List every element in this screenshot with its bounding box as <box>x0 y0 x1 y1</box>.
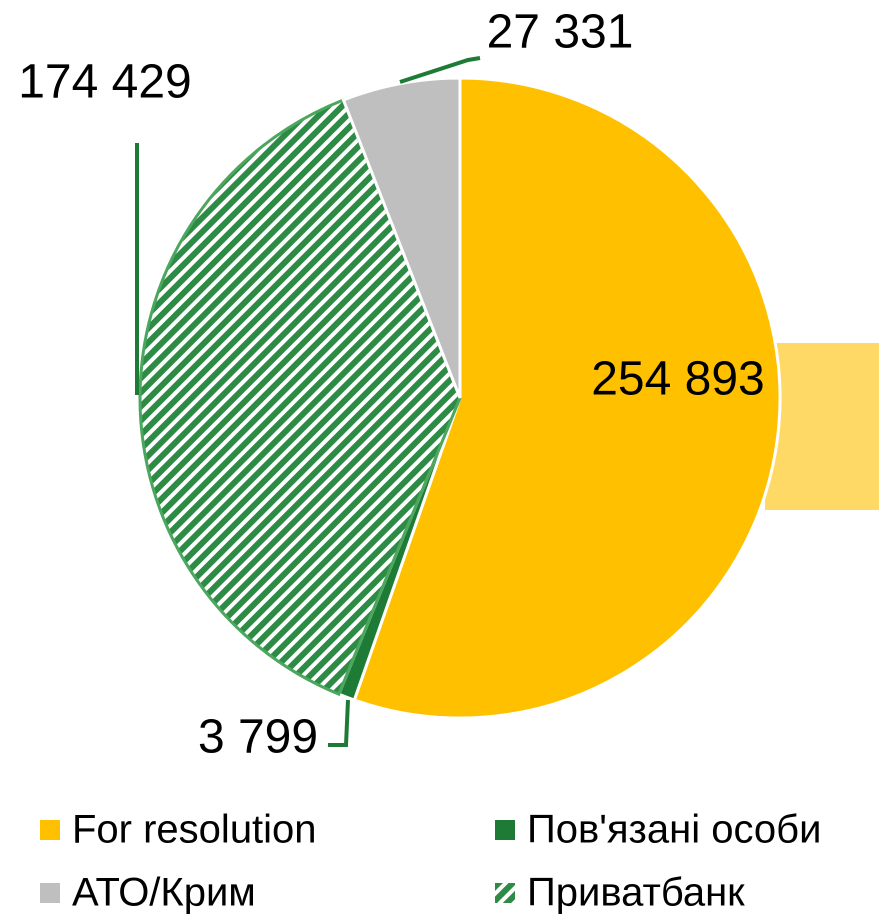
leader-line <box>328 699 350 747</box>
label-box <box>765 343 879 510</box>
data-label: 27 331 <box>487 6 634 59</box>
legend: For resolution Пов'язані особи Приватбанк А… <box>40 808 821 915</box>
pie-slice <box>138 98 462 697</box>
data-label: 3 799 <box>198 711 318 764</box>
leader-lines <box>135 56 481 747</box>
legend-swatch <box>495 883 515 903</box>
data-label: 174 429 <box>18 56 192 109</box>
legend-label: For resolution <box>72 808 317 852</box>
legend-swatch <box>40 883 60 903</box>
pie <box>138 76 782 720</box>
legend-label: АТО/Крим <box>72 871 256 915</box>
legend-label: Приватбанк <box>527 871 745 915</box>
legend-swatch <box>495 820 515 840</box>
legend-swatch <box>40 820 60 840</box>
legend-label: Пов'язані особи <box>527 808 821 852</box>
data-labels: 254 893 3 799 174 429 27 331 <box>18 6 765 764</box>
leader-line <box>399 56 481 84</box>
data-label: 254 893 <box>591 353 765 406</box>
